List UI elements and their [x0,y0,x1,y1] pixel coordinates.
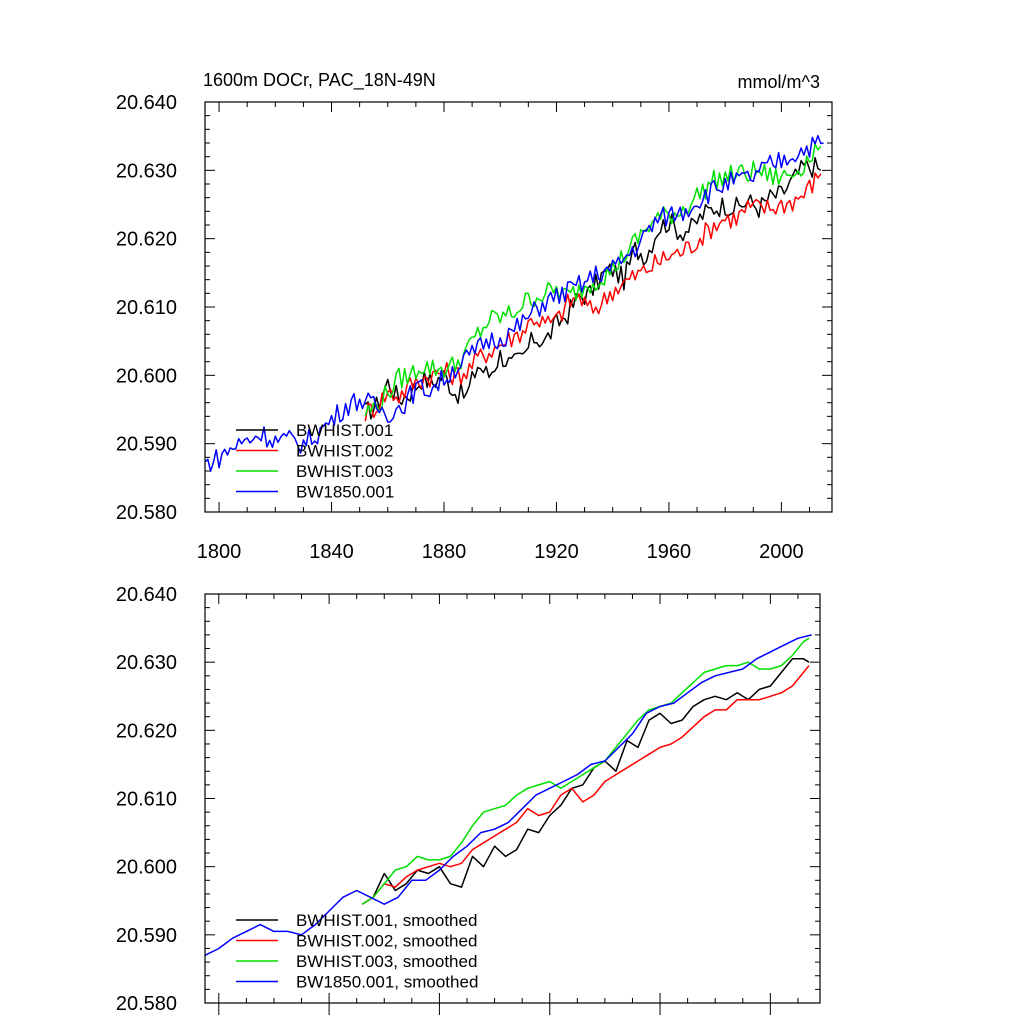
y-tick-label: 20.630 [116,652,177,674]
y-tick-label: 20.580 [116,993,177,1015]
bottom-panel: 20.580 20.590 20.600 20.610 20.620 20.630 20.6… [116,584,821,1015]
series-line-3 [361,637,810,905]
legend-label: BWHIST.002, smoothed [296,932,477,951]
legend-label: BWHIST.001, smoothed [296,911,477,930]
y-tick-label: 20.610 [116,789,177,811]
y-tick-label: 20.640 [116,584,177,606]
legend-label: BWHIST.002 [296,442,393,461]
y-tick-label: 20.590 [116,925,177,947]
legend-label: BW1850.001, smoothed [296,973,478,992]
x-tick-label: 1920 [534,541,579,563]
series-line-4 [204,134,824,472]
y-tick-label: 20.600 [116,365,177,387]
y-tick-label: 20.610 [116,297,177,319]
x-tick-label: 1880 [422,541,467,563]
legend-label: BW1850.001 [296,483,394,502]
x-tick-label: 2000 [759,541,804,563]
legend-label: BWHIST.003, smoothed [296,952,477,971]
x-tick-label: 1800 [197,541,242,563]
series-line-1 [361,658,810,905]
series-line-3 [364,143,822,417]
y-tick-label: 20.600 [116,857,177,879]
legend-label: BWHIST.001 [296,421,393,440]
y-tick-label: 20.590 [116,434,177,456]
y-tick-label: 20.640 [116,92,177,114]
x-tick-label: 1960 [647,541,692,563]
y-tick-label: 20.620 [116,720,177,742]
y-tick-label: 20.630 [116,160,177,182]
series-line-4 [204,634,812,956]
legend-label: BWHIST.003 [296,462,393,481]
series-line-2 [361,665,810,905]
series-line-1 [364,156,822,420]
y-tick-label: 20.580 [116,502,177,524]
chart-title: 1600m DOCr, PAC_18N-49N [203,70,436,91]
top-panel: 20.580 20.590 20.600 20.610 20.620 20.630 20.6… [116,70,833,563]
x-tick-label: 1840 [309,541,354,563]
y-tick-label: 20.620 [116,229,177,251]
units-label: mmol/m^3 [738,72,820,92]
